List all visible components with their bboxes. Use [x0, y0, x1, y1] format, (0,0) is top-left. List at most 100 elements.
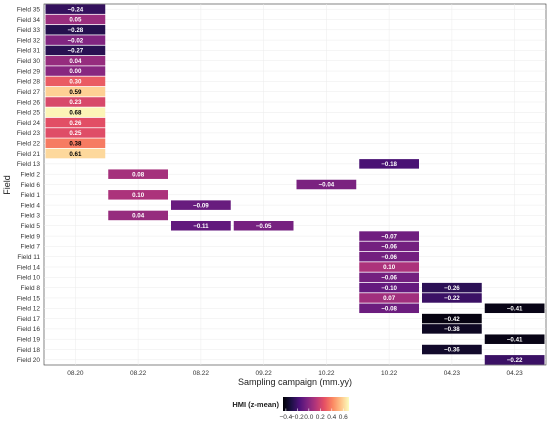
x-tick-label: 04.23 [506, 370, 523, 377]
heatmap-cell [359, 272, 419, 283]
cell-value-label: 0.26 [69, 120, 82, 127]
cell-value-label: −0.06 [381, 254, 397, 261]
cell-value-label: −0.05 [256, 223, 272, 230]
y-tick-label: Field 27 [17, 89, 41, 96]
heatmap-cell [108, 190, 168, 200]
y-tick-label: Field 26 [17, 99, 41, 106]
heatmap-cell [45, 97, 106, 107]
cell-value-label: 0.10 [383, 264, 396, 271]
heatmap-cell [45, 107, 106, 118]
y-tick-label: Field 12 [17, 306, 41, 313]
cell-value-label: 0.07 [383, 295, 396, 302]
cell-value-label: −0.22 [507, 357, 523, 364]
cell-value-label: 0.04 [69, 58, 82, 65]
y-tick-label: Field 28 [17, 79, 41, 86]
heatmap-cell [359, 303, 419, 314]
cell-value-label: 0.25 [69, 130, 82, 137]
heatmap-cell [296, 179, 357, 190]
y-tick-label: Field 11 [17, 254, 40, 261]
heatmap-cell [422, 344, 482, 355]
y-tick-label: Field 6 [20, 182, 40, 189]
cell-value-label: −0.41 [507, 336, 523, 343]
x-tick-label: 09.22 [255, 370, 272, 377]
legend-title: HMI (z-mean) [232, 400, 279, 409]
cell-value-label: 0.61 [69, 151, 82, 158]
heatmap-cell [359, 231, 419, 241]
y-axis-tick-labels: Field 35 Field 34 Field 33 Field 32 Field 31… [17, 6, 41, 364]
x-tick-label: 04.23 [444, 370, 461, 377]
y-tick-label: Field 24 [17, 120, 41, 127]
y-tick-label: Field 3 [20, 213, 40, 220]
cell-value-label: −0.06 [381, 244, 397, 251]
cell-value-label: −0.38 [444, 326, 460, 333]
cell-value-label: 0.23 [69, 99, 82, 106]
heatmap-cell [45, 76, 106, 87]
cell-value-label: −0.06 [381, 275, 397, 282]
heatmap-cell [108, 210, 168, 221]
legend-tick-label: 0.2 [316, 414, 325, 421]
cell-value-label: −0.42 [444, 316, 460, 323]
x-tick-label: 10.22 [318, 370, 335, 377]
y-tick-label: Field 18 [17, 347, 41, 354]
legend-tick-label: 0.6 [339, 414, 348, 421]
legend-tick-label: 0.4 [327, 414, 336, 421]
y-tick-label: Field 14 [17, 264, 41, 271]
y-tick-label: Field 35 [17, 6, 41, 13]
cell-value-label: −0.10 [381, 285, 397, 292]
legend-ticks: −0.4−0.2 0.0 0.2 0.4 0.6 [279, 408, 348, 421]
x-tick-label: 08.22 [130, 370, 147, 377]
heatmap-cell [171, 200, 231, 210]
color-legend: HMI (z-mean) −0.4−0.2 0.0 0.2 0.4 0.6 [232, 397, 349, 421]
heatmap-cell [45, 25, 106, 35]
y-tick-label: Field 1 [20, 192, 40, 199]
heatmap-cell [359, 293, 419, 303]
cell-value-label: 0.68 [69, 110, 82, 117]
cell-value-label: 0.38 [69, 140, 82, 147]
cell-value-label: 0.05 [69, 17, 82, 24]
heatmap-cells: −0.24 0.05 −0.28 −0.02 −0.27 0.04 0.00 0.30 0.59… [45, 4, 545, 365]
cell-value-label: −0.02 [68, 37, 84, 44]
heatmap-cell [484, 303, 545, 314]
heatmap-cell [484, 355, 545, 365]
cell-value-label: −0.24 [68, 6, 84, 13]
cell-value-label: 0.30 [69, 79, 82, 86]
heatmap-cell [45, 35, 106, 45]
heatmap-cell [45, 117, 106, 128]
legend-tick-label: −0.2 [291, 414, 304, 421]
y-tick-label: Field 21 [17, 151, 41, 158]
y-tick-label: Field 20 [17, 357, 41, 364]
heatmap-cell [422, 293, 482, 303]
y-tick-label: Field 5 [20, 223, 40, 230]
cell-value-label: 0.00 [69, 68, 82, 75]
cell-value-label: −0.07 [381, 233, 397, 240]
heatmap-cell [422, 282, 482, 293]
x-tick-label: 10.22 [381, 370, 398, 377]
heatmap-cell [422, 313, 482, 324]
heatmap-cell [45, 128, 106, 138]
heatmap-cell [45, 86, 106, 97]
cell-value-label: −0.41 [507, 305, 523, 312]
heatmap-cell [45, 4, 106, 14]
y-tick-label: Field 13 [17, 161, 41, 168]
y-tick-label: Field 19 [17, 337, 41, 344]
y-tick-label: Field 15 [17, 295, 41, 302]
y-tick-label: Field 4 [20, 202, 40, 209]
x-tick-label: 08.20 [67, 370, 84, 377]
heatmap-cell [45, 55, 106, 66]
legend-colorbar [283, 397, 349, 411]
y-tick-label: Field 25 [17, 110, 41, 117]
cell-value-label: −0.22 [444, 295, 460, 302]
x-axis-tick-labels: 08.20 08.22 08.22 09.22 10.22 10.22 04.23 04.23 [67, 370, 523, 377]
y-tick-label: Field 31 [17, 48, 41, 55]
y-tick-label: Field 34 [17, 17, 41, 24]
cell-value-label: 0.04 [132, 213, 145, 220]
heatmap-cell [233, 221, 294, 231]
y-tick-label: Field 9 [20, 233, 40, 240]
y-tick-label: Field 22 [17, 141, 41, 148]
cell-value-label: −0.26 [444, 285, 460, 292]
y-tick-label: Field 30 [17, 58, 41, 65]
cell-value-label: 0.10 [132, 192, 145, 199]
cell-value-label: −0.04 [319, 182, 335, 189]
heatmap-cell [45, 45, 106, 56]
